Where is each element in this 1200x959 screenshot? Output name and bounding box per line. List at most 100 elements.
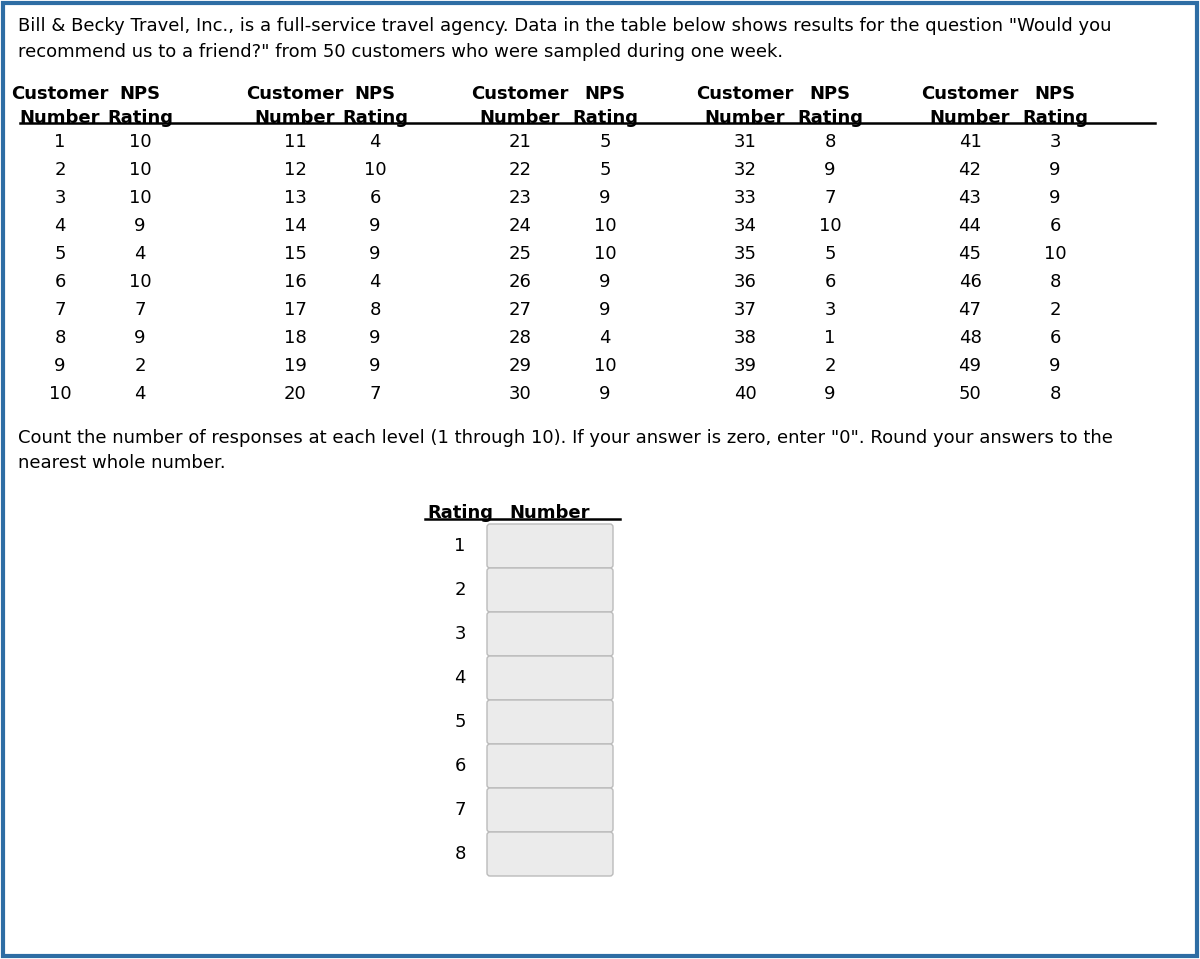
Text: 46: 46 [959,273,982,291]
Text: 9: 9 [1049,189,1061,207]
Text: Number: Number [480,109,560,127]
Text: 1: 1 [54,133,66,151]
Text: 41: 41 [959,133,982,151]
Text: nearest whole number.: nearest whole number. [18,454,226,472]
Text: 5: 5 [599,133,611,151]
Text: 10: 10 [594,217,617,235]
Text: 6: 6 [370,189,380,207]
Text: 15: 15 [283,245,306,263]
Text: 2: 2 [455,581,466,599]
Text: 6: 6 [455,757,466,775]
Text: 35: 35 [733,245,756,263]
Text: 2: 2 [134,357,145,375]
Text: 9: 9 [599,273,611,291]
FancyBboxPatch shape [487,832,613,876]
Text: 9: 9 [134,217,145,235]
Text: 10: 10 [1044,245,1067,263]
Text: 9: 9 [370,245,380,263]
Text: 3: 3 [54,189,66,207]
Text: 4: 4 [54,217,66,235]
Text: Customer: Customer [696,85,793,103]
Text: 14: 14 [283,217,306,235]
Text: 10: 10 [594,357,617,375]
Text: 10: 10 [128,133,151,151]
Text: 9: 9 [599,189,611,207]
Text: 27: 27 [509,301,532,319]
Text: 9: 9 [134,329,145,347]
Text: Rating: Rating [572,109,638,127]
Text: 40: 40 [733,385,756,403]
Text: 13: 13 [283,189,306,207]
Text: 11: 11 [283,133,306,151]
Text: 42: 42 [959,161,982,179]
Text: 5: 5 [54,245,66,263]
Text: 22: 22 [509,161,532,179]
Text: 8: 8 [370,301,380,319]
Text: Customer: Customer [11,85,109,103]
Text: 6: 6 [1049,217,1061,235]
Text: 30: 30 [509,385,532,403]
Text: 50: 50 [959,385,982,403]
Text: 34: 34 [733,217,756,235]
Text: 4: 4 [134,385,145,403]
FancyBboxPatch shape [487,744,613,788]
Text: 10: 10 [128,161,151,179]
Text: 9: 9 [370,357,380,375]
Text: 5: 5 [599,161,611,179]
Text: 2: 2 [54,161,66,179]
Text: Count the number of responses at each level (1 through 10). If your answer is ze: Count the number of responses at each le… [18,429,1112,447]
Text: Number: Number [704,109,785,127]
Text: 4: 4 [455,669,466,687]
Text: 7: 7 [370,385,380,403]
Text: 7: 7 [824,189,835,207]
FancyBboxPatch shape [487,568,613,612]
Text: 24: 24 [509,217,532,235]
Text: 3: 3 [1049,133,1061,151]
Text: 31: 31 [733,133,756,151]
Text: Bill & Becky Travel, Inc., is a full-service travel agency. Data in the table be: Bill & Becky Travel, Inc., is a full-ser… [18,17,1111,35]
Text: 1: 1 [455,537,466,555]
Text: 33: 33 [733,189,756,207]
Text: 4: 4 [599,329,611,347]
Text: 8: 8 [1049,385,1061,403]
FancyBboxPatch shape [487,612,613,656]
Text: 37: 37 [733,301,756,319]
Text: 2: 2 [1049,301,1061,319]
Text: 8: 8 [54,329,66,347]
Text: 19: 19 [283,357,306,375]
Text: 29: 29 [509,357,532,375]
Text: Rating: Rating [107,109,173,127]
FancyBboxPatch shape [487,788,613,832]
Text: 5: 5 [824,245,835,263]
Text: 8: 8 [1049,273,1061,291]
Text: Customer: Customer [246,85,343,103]
Text: 39: 39 [733,357,756,375]
Text: 10: 10 [49,385,71,403]
Text: Rating: Rating [342,109,408,127]
Text: 10: 10 [128,273,151,291]
Text: Customer: Customer [472,85,569,103]
Text: NPS: NPS [1034,85,1075,103]
Text: 36: 36 [733,273,756,291]
Text: 1: 1 [824,329,835,347]
Text: 12: 12 [283,161,306,179]
Text: recommend us to a friend?" from 50 customers who were sampled during one week.: recommend us to a friend?" from 50 custo… [18,43,784,61]
Text: 10: 10 [594,245,617,263]
Text: 3: 3 [824,301,835,319]
Text: 3: 3 [455,625,466,643]
Text: 6: 6 [824,273,835,291]
Text: 10: 10 [364,161,386,179]
Text: 48: 48 [959,329,982,347]
Text: 25: 25 [509,245,532,263]
Text: 21: 21 [509,133,532,151]
Text: 6: 6 [54,273,66,291]
FancyBboxPatch shape [487,700,613,744]
Text: 8: 8 [824,133,835,151]
Text: 20: 20 [283,385,306,403]
Text: 9: 9 [824,161,835,179]
Text: Number: Number [19,109,101,127]
Text: 7: 7 [134,301,145,319]
Text: 47: 47 [959,301,982,319]
Text: 9: 9 [370,217,380,235]
Text: 9: 9 [1049,357,1061,375]
